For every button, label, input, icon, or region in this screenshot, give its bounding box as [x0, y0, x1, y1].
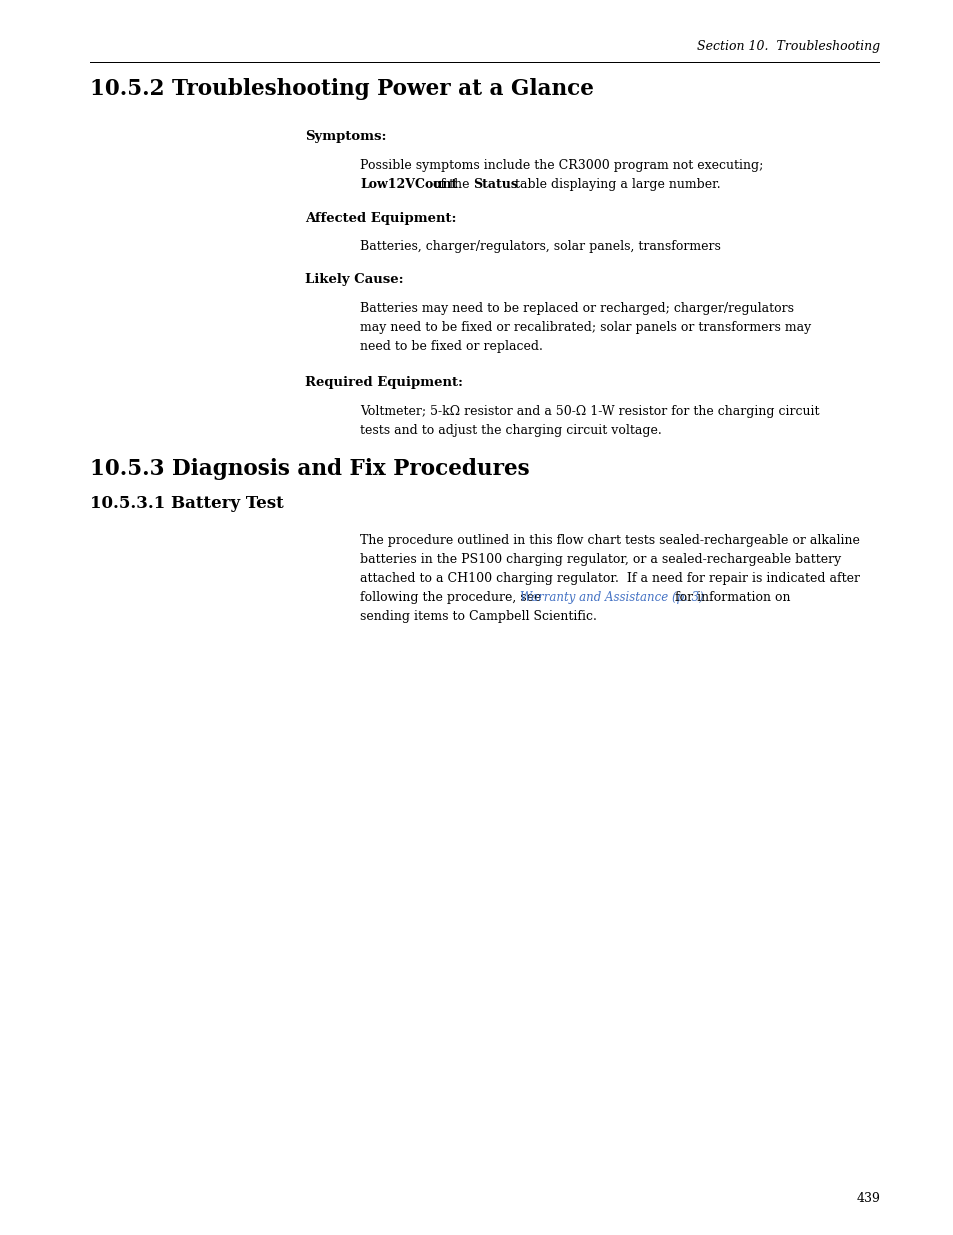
Text: Section 10.  Troubleshooting: Section 10. Troubleshooting: [696, 40, 879, 53]
Text: may need to be fixed or recalibrated; solar panels or transformers may: may need to be fixed or recalibrated; so…: [359, 321, 810, 333]
Text: Required Equipment:: Required Equipment:: [305, 375, 462, 389]
Text: batteries in the PS100 charging regulator, or a sealed-rechargeable battery: batteries in the PS100 charging regulato…: [359, 553, 841, 566]
Text: following the procedure, see: following the procedure, see: [359, 592, 545, 604]
Text: Batteries may need to be replaced or recharged; charger/regulators: Batteries may need to be replaced or rec…: [359, 303, 793, 315]
Text: attached to a CH100 charging regulator.  If a need for repair is indicated after: attached to a CH100 charging regulator. …: [359, 572, 859, 585]
Text: sending items to Campbell Scientific.: sending items to Campbell Scientific.: [359, 610, 597, 622]
Text: The procedure outlined in this flow chart tests sealed-rechargeable or alkaline: The procedure outlined in this flow char…: [359, 534, 859, 547]
Text: Voltmeter; 5-kΩ resistor and a 50-Ω 1-W resistor for the charging circuit: Voltmeter; 5-kΩ resistor and a 50-Ω 1-W …: [359, 405, 819, 417]
Text: Warranty and Assistance (p. 3): Warranty and Assistance (p. 3): [519, 592, 702, 604]
Text: tests and to adjust the charging circuit voltage.: tests and to adjust the charging circuit…: [359, 424, 661, 437]
Text: Low12VCount: Low12VCount: [359, 178, 456, 191]
Text: Affected Equipment:: Affected Equipment:: [305, 212, 456, 225]
Text: Status: Status: [473, 178, 517, 191]
Text: for information on: for information on: [671, 592, 790, 604]
Text: 10.5.3.1 Battery Test: 10.5.3.1 Battery Test: [90, 495, 283, 513]
Text: Symptoms:: Symptoms:: [305, 130, 386, 143]
Text: Likely Cause:: Likely Cause:: [305, 273, 403, 287]
Text: need to be fixed or replaced.: need to be fixed or replaced.: [359, 340, 542, 353]
Text: 10.5.2 Troubleshooting Power at a Glance: 10.5.2 Troubleshooting Power at a Glance: [90, 78, 594, 100]
Text: Possible symptoms include the CR3000 program not executing;: Possible symptoms include the CR3000 pro…: [359, 159, 762, 172]
Text: of the: of the: [429, 178, 474, 191]
Text: 10.5.3 Diagnosis and Fix Procedures: 10.5.3 Diagnosis and Fix Procedures: [90, 458, 529, 480]
Text: 439: 439: [855, 1192, 879, 1205]
Text: Batteries, charger/regulators, solar panels, transformers: Batteries, charger/regulators, solar pan…: [359, 240, 720, 253]
Text: table displaying a large number.: table displaying a large number.: [511, 178, 720, 191]
